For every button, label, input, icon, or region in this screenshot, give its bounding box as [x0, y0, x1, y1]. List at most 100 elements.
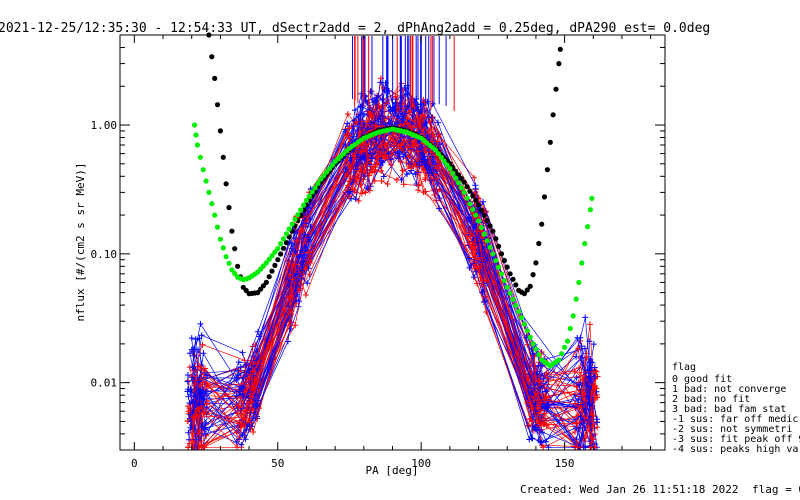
- fit-point: [464, 184, 470, 190]
- measurement-point: [578, 404, 585, 411]
- measurement-point: [345, 182, 352, 189]
- measurement-point: [190, 364, 197, 371]
- fit-point: [229, 228, 235, 234]
- measurement-point: [538, 442, 545, 449]
- y-tick-label: 0.10: [91, 248, 118, 261]
- measurement-point: [469, 246, 476, 253]
- legend: flag 0 good fit 1 bad: not converge 2 ba…: [672, 362, 800, 455]
- fit-point: [556, 61, 562, 67]
- measurement-point: [473, 227, 480, 234]
- fit-point: [587, 207, 594, 213]
- fit-point: [217, 236, 223, 242]
- measurement-point: [571, 429, 578, 436]
- measurement-point: [250, 429, 257, 436]
- fit-point: [553, 86, 559, 92]
- fit-point: [269, 268, 275, 274]
- fit-point: [533, 260, 539, 266]
- measurement-line: [193, 108, 591, 424]
- measurement-point: [378, 157, 385, 164]
- measurement-point: [190, 444, 197, 451]
- fit-point: [504, 264, 510, 270]
- measurement-point: [379, 96, 386, 103]
- measurement-point: [586, 413, 593, 420]
- measurement-point: [352, 196, 359, 203]
- x-tick-label: 0: [131, 457, 138, 470]
- measurement-point: [299, 267, 306, 274]
- measurement-point: [357, 154, 364, 161]
- measurement-point: [249, 368, 256, 375]
- fit-point: [585, 224, 591, 230]
- measurement-point: [252, 403, 259, 410]
- measurement-point: [532, 377, 539, 384]
- measurement-point: [590, 341, 597, 348]
- measurement-point: [241, 357, 248, 364]
- fit-point: [521, 291, 528, 297]
- measurement-point: [234, 444, 241, 451]
- fit-point: [513, 282, 519, 288]
- fit-point: [235, 263, 241, 269]
- measurement-point: [362, 189, 369, 196]
- fit-point: [229, 267, 235, 273]
- measurement-point: [394, 113, 401, 120]
- fit-point: [260, 283, 266, 289]
- fit-point: [301, 202, 307, 208]
- measurement-point: [294, 270, 301, 277]
- fit-point: [470, 193, 476, 199]
- fit-point: [220, 245, 226, 251]
- fit-point: [473, 212, 479, 218]
- measurement-point: [471, 174, 478, 181]
- measurement-point: [576, 382, 583, 389]
- measurement-point: [572, 400, 579, 407]
- fit-point: [315, 180, 321, 186]
- measurement-point: [375, 148, 382, 155]
- fit-point: [570, 313, 576, 319]
- legend-entry: -3 sus: fit peak off 9: [672, 434, 800, 445]
- measurement-point: [192, 393, 199, 400]
- fit-point: [541, 194, 548, 200]
- fit-point: [226, 260, 232, 266]
- fit-point: [194, 142, 200, 148]
- measurement-point: [241, 407, 248, 414]
- fit-point: [453, 175, 459, 181]
- fit-point: [481, 231, 487, 237]
- measurement-point: [377, 115, 384, 122]
- measurement-point: [404, 144, 411, 151]
- measurement-point: [284, 338, 291, 345]
- measurement-lines: [184, 36, 601, 451]
- measurement-point: [427, 149, 434, 156]
- measurement-point: [401, 121, 408, 128]
- fit-point: [484, 238, 490, 244]
- fit-point: [280, 245, 287, 251]
- measurement-line: [189, 113, 596, 448]
- measurement-point: [343, 132, 350, 139]
- fit-point: [209, 201, 215, 207]
- measurement-point: [302, 265, 309, 272]
- x-tick-label: 150: [555, 457, 575, 470]
- fit-point: [476, 218, 482, 224]
- measurement-point: [298, 226, 305, 233]
- fit-point: [562, 344, 568, 350]
- fit-point: [200, 167, 206, 173]
- measurement-point: [286, 309, 293, 316]
- measurement-point: [422, 188, 429, 195]
- measurement-point: [577, 334, 584, 341]
- measurement-point: [254, 397, 261, 404]
- measurement-point: [429, 131, 436, 138]
- legend-entry: 0 good fit: [672, 374, 732, 385]
- fit-point: [192, 122, 198, 128]
- measurement-point: [384, 180, 391, 187]
- fit-point: [544, 167, 551, 173]
- axes: 0 50 100 150 0.01 0.10 1.00: [91, 34, 665, 470]
- fit-point: [487, 244, 493, 250]
- fit-point: [510, 276, 516, 282]
- fit-point: [263, 279, 269, 285]
- measurement-point: [202, 426, 209, 433]
- measurement-point: [203, 420, 210, 427]
- measurement-point: [358, 118, 365, 125]
- measurement-point: [573, 353, 580, 360]
- measurement-point: [346, 193, 353, 200]
- fit-point: [559, 351, 565, 357]
- measurement-point: [416, 182, 423, 189]
- fit-point: [556, 357, 562, 363]
- measurement-point: [254, 365, 261, 372]
